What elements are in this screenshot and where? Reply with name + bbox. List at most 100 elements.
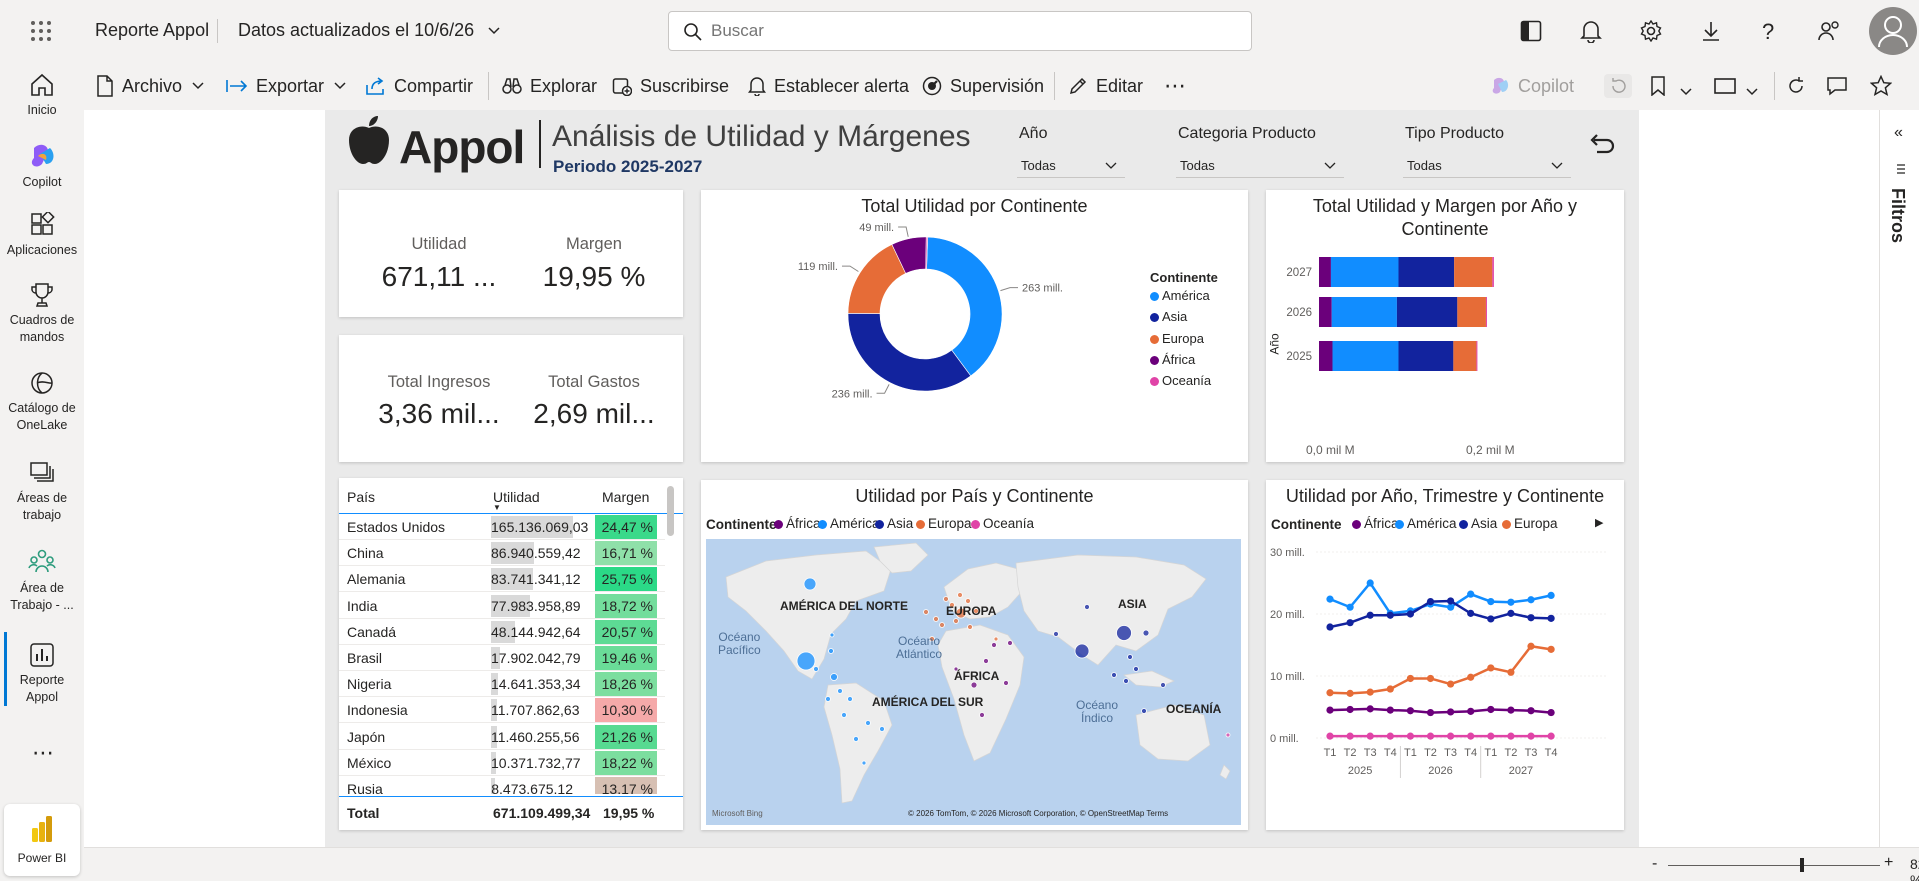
col-header-utilidad[interactable]: Utilidad — [493, 489, 540, 505]
map-bubble[interactable] — [923, 609, 929, 615]
explorar-button[interactable]: Explorar — [502, 62, 597, 110]
line-point[interactable] — [1366, 688, 1374, 696]
establecer-alerta-button[interactable]: Establecer alerta — [748, 62, 909, 110]
nav-aplicaciones[interactable]: Aplicaciones — [0, 212, 84, 259]
line-point[interactable] — [1467, 590, 1475, 598]
bar-segment-América[interactable] — [1331, 297, 1397, 327]
bar-segment-África[interactable] — [1319, 297, 1332, 327]
legend-item-Asia[interactable]: Asia — [1459, 516, 1497, 531]
bar-segment-Europa[interactable] — [1453, 341, 1477, 371]
line-point[interactable] — [1487, 598, 1495, 606]
line-point[interactable] — [1386, 611, 1394, 619]
map-bubble[interactable] — [957, 592, 963, 598]
bar-segment-Oceanía[interactable] — [1476, 341, 1478, 371]
bar-segment-Europa[interactable] — [1457, 297, 1486, 327]
map-bubble[interactable] — [965, 598, 971, 604]
line-point[interactable] — [1527, 642, 1535, 650]
pane-toggle-icon[interactable] — [1520, 20, 1542, 47]
line-point[interactable] — [1426, 674, 1435, 683]
notification-bell-icon[interactable] — [1580, 19, 1602, 48]
line-point[interactable] — [1346, 705, 1354, 714]
nav-inicio[interactable]: Inicio — [0, 72, 84, 119]
line-point[interactable] — [1547, 591, 1555, 599]
map-area[interactable]: AMÉRICA DEL NORTE EUROPA ASIA ÁFRICA AMÉ… — [706, 539, 1241, 825]
map-bubble[interactable] — [796, 651, 816, 671]
donut-slice-Oceanía[interactable] — [925, 236, 928, 270]
favorite-star-icon[interactable] — [1869, 74, 1893, 102]
nav-cuadros-de-mandos[interactable]: Cuadros de mandos — [0, 282, 84, 346]
bar-segment-Asia[interactable] — [1396, 297, 1458, 327]
line-point[interactable] — [1467, 732, 1475, 740]
table-row[interactable]: Indonesia 11.707.862,63 10,30 % — [339, 697, 665, 724]
line-point[interactable] — [1326, 706, 1334, 714]
line-point[interactable] — [1346, 689, 1354, 697]
map-bubble[interactable] — [830, 673, 838, 681]
line-point[interactable] — [1326, 732, 1334, 740]
map-bubble[interactable] — [813, 666, 819, 672]
line-point[interactable] — [1346, 603, 1354, 611]
legend-item-América[interactable]: América — [818, 516, 880, 531]
line-point[interactable] — [1487, 705, 1495, 714]
nav-onelake[interactable]: Catálogo de OneLake — [0, 370, 84, 434]
slicer-ano-dropdown[interactable]: Todas — [1017, 152, 1125, 178]
legend-item-Europa[interactable]: Europa — [1502, 516, 1558, 531]
line-point[interactable] — [1386, 685, 1394, 693]
map-bubble[interactable] — [933, 616, 939, 622]
map-bubble[interactable] — [967, 624, 973, 630]
map-bubble[interactable] — [943, 596, 949, 602]
nav-copilot[interactable]: Copilot — [0, 142, 84, 191]
donut-chart[interactable]: 263 mill. 236 mill. 119 mill. 49 mill. — [701, 190, 1248, 462]
bar-segment-Europa[interactable] — [1454, 257, 1493, 287]
line-point[interactable] — [1406, 707, 1414, 715]
line-point[interactable] — [1487, 615, 1495, 623]
line-point[interactable] — [1467, 609, 1475, 617]
line-point[interactable] — [1366, 579, 1374, 587]
share-people-icon[interactable] — [1818, 20, 1842, 47]
bar-segment-América[interactable] — [1330, 257, 1399, 287]
line-point[interactable] — [1467, 707, 1475, 715]
table-row[interactable]: Japón 11.460.255,56 21,26 % — [339, 724, 665, 750]
suscribirse-button[interactable]: Suscribirse — [612, 62, 729, 110]
map-bubble[interactable] — [929, 636, 935, 642]
map-bubble[interactable] — [1084, 604, 1090, 610]
map-bubble[interactable] — [1127, 654, 1133, 660]
search-box[interactable] — [668, 11, 1252, 51]
map-bubble[interactable] — [841, 712, 847, 718]
zoom-in-button[interactable]: + — [1884, 854, 1894, 871]
legend-item-América[interactable]: América — [1150, 288, 1210, 303]
table-row[interactable]: Estados Unidos 165.136.069,03 24,47 % — [339, 514, 665, 540]
line-point[interactable] — [1366, 732, 1374, 740]
line-point[interactable] — [1507, 732, 1515, 740]
line-point[interactable] — [1547, 614, 1555, 622]
legend-next-icon[interactable]: ▶ — [1595, 517, 1604, 529]
legend-item-América[interactable]: América — [1395, 516, 1457, 531]
map-bubble[interactable] — [991, 642, 997, 648]
zoom-slider-thumb[interactable] — [1800, 858, 1804, 872]
line-point[interactable] — [1426, 708, 1435, 717]
table-scrollbar[interactable] — [667, 486, 674, 536]
editar-button[interactable]: Editar — [1068, 62, 1143, 110]
line-point[interactable] — [1527, 614, 1535, 622]
bar-segment-Oceanía[interactable] — [1492, 257, 1494, 287]
app-title[interactable]: Reporte Appol — [95, 20, 210, 40]
line-point[interactable] — [1386, 732, 1394, 740]
map-bubble[interactable] — [973, 608, 979, 614]
line-chart[interactable]: 0 mill. 10 mill. 20 mill. 30 mill. T1 T2 T3 T4 T… — [1266, 480, 1624, 830]
legend-item-Asia[interactable]: Asia — [875, 516, 913, 531]
line-point[interactable] — [1326, 689, 1334, 697]
table-row[interactable]: Nigeria 14.641.353,34 18,26 % — [339, 671, 665, 698]
refresh-icon[interactable] — [1786, 76, 1806, 101]
table-row[interactable]: Rusia 8.473.675,12 13,17 % — [339, 776, 665, 794]
map-bubble[interactable] — [1111, 672, 1117, 678]
line-series-América[interactable] — [1329, 580, 1552, 615]
map-bubble[interactable] — [949, 602, 955, 608]
chevron-down-icon[interactable] — [1680, 83, 1692, 101]
map-bubble[interactable] — [847, 696, 853, 702]
line-point[interactable] — [1447, 708, 1455, 716]
line-point[interactable] — [1447, 732, 1455, 740]
supervision-button[interactable]: Supervisión — [922, 62, 1044, 110]
map-bubble[interactable] — [1225, 732, 1231, 738]
map-bubble[interactable] — [829, 632, 835, 638]
map-bubble[interactable] — [970, 681, 978, 689]
chevron-down-icon[interactable] — [1746, 83, 1758, 101]
